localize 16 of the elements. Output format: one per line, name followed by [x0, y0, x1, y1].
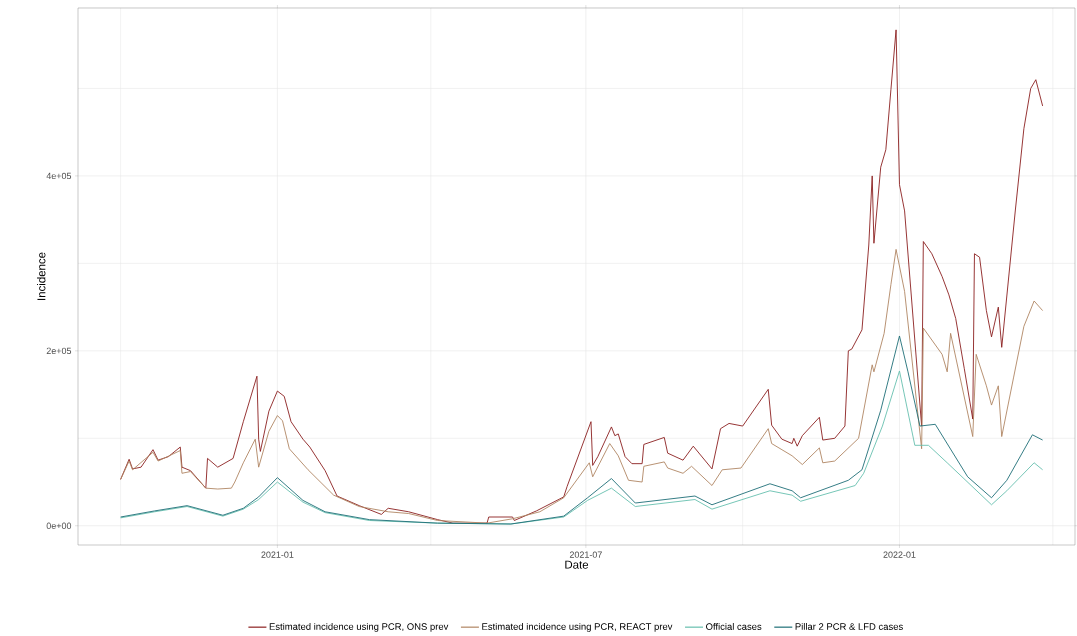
line-series [120, 29, 1044, 524]
legend-label: Official cases [706, 622, 762, 630]
y-tick-label: 0e+00 [46, 522, 72, 529]
x-tick-label: 2022-01 [883, 551, 916, 558]
line-series [120, 248, 1044, 524]
x-tick-label: 2021-01 [261, 551, 294, 558]
y-tick-label: 2e+05 [46, 347, 72, 355]
line-series [120, 370, 1044, 525]
legend-label: Estimated incidence using PCR, ONS prev [269, 622, 449, 632]
x-axis-title: Date [565, 560, 589, 569]
y-tick-label: 4e+05 [46, 172, 72, 180]
x-tick-label: 2021-07 [569, 551, 602, 558]
legend-label: Estimated incidence using PCR, REACT prev [482, 622, 673, 632]
y-axis-title: Incidence [37, 252, 46, 300]
line-series [120, 335, 1044, 525]
legend-label: Pillar 2 PCR & LFD cases [795, 622, 903, 630]
